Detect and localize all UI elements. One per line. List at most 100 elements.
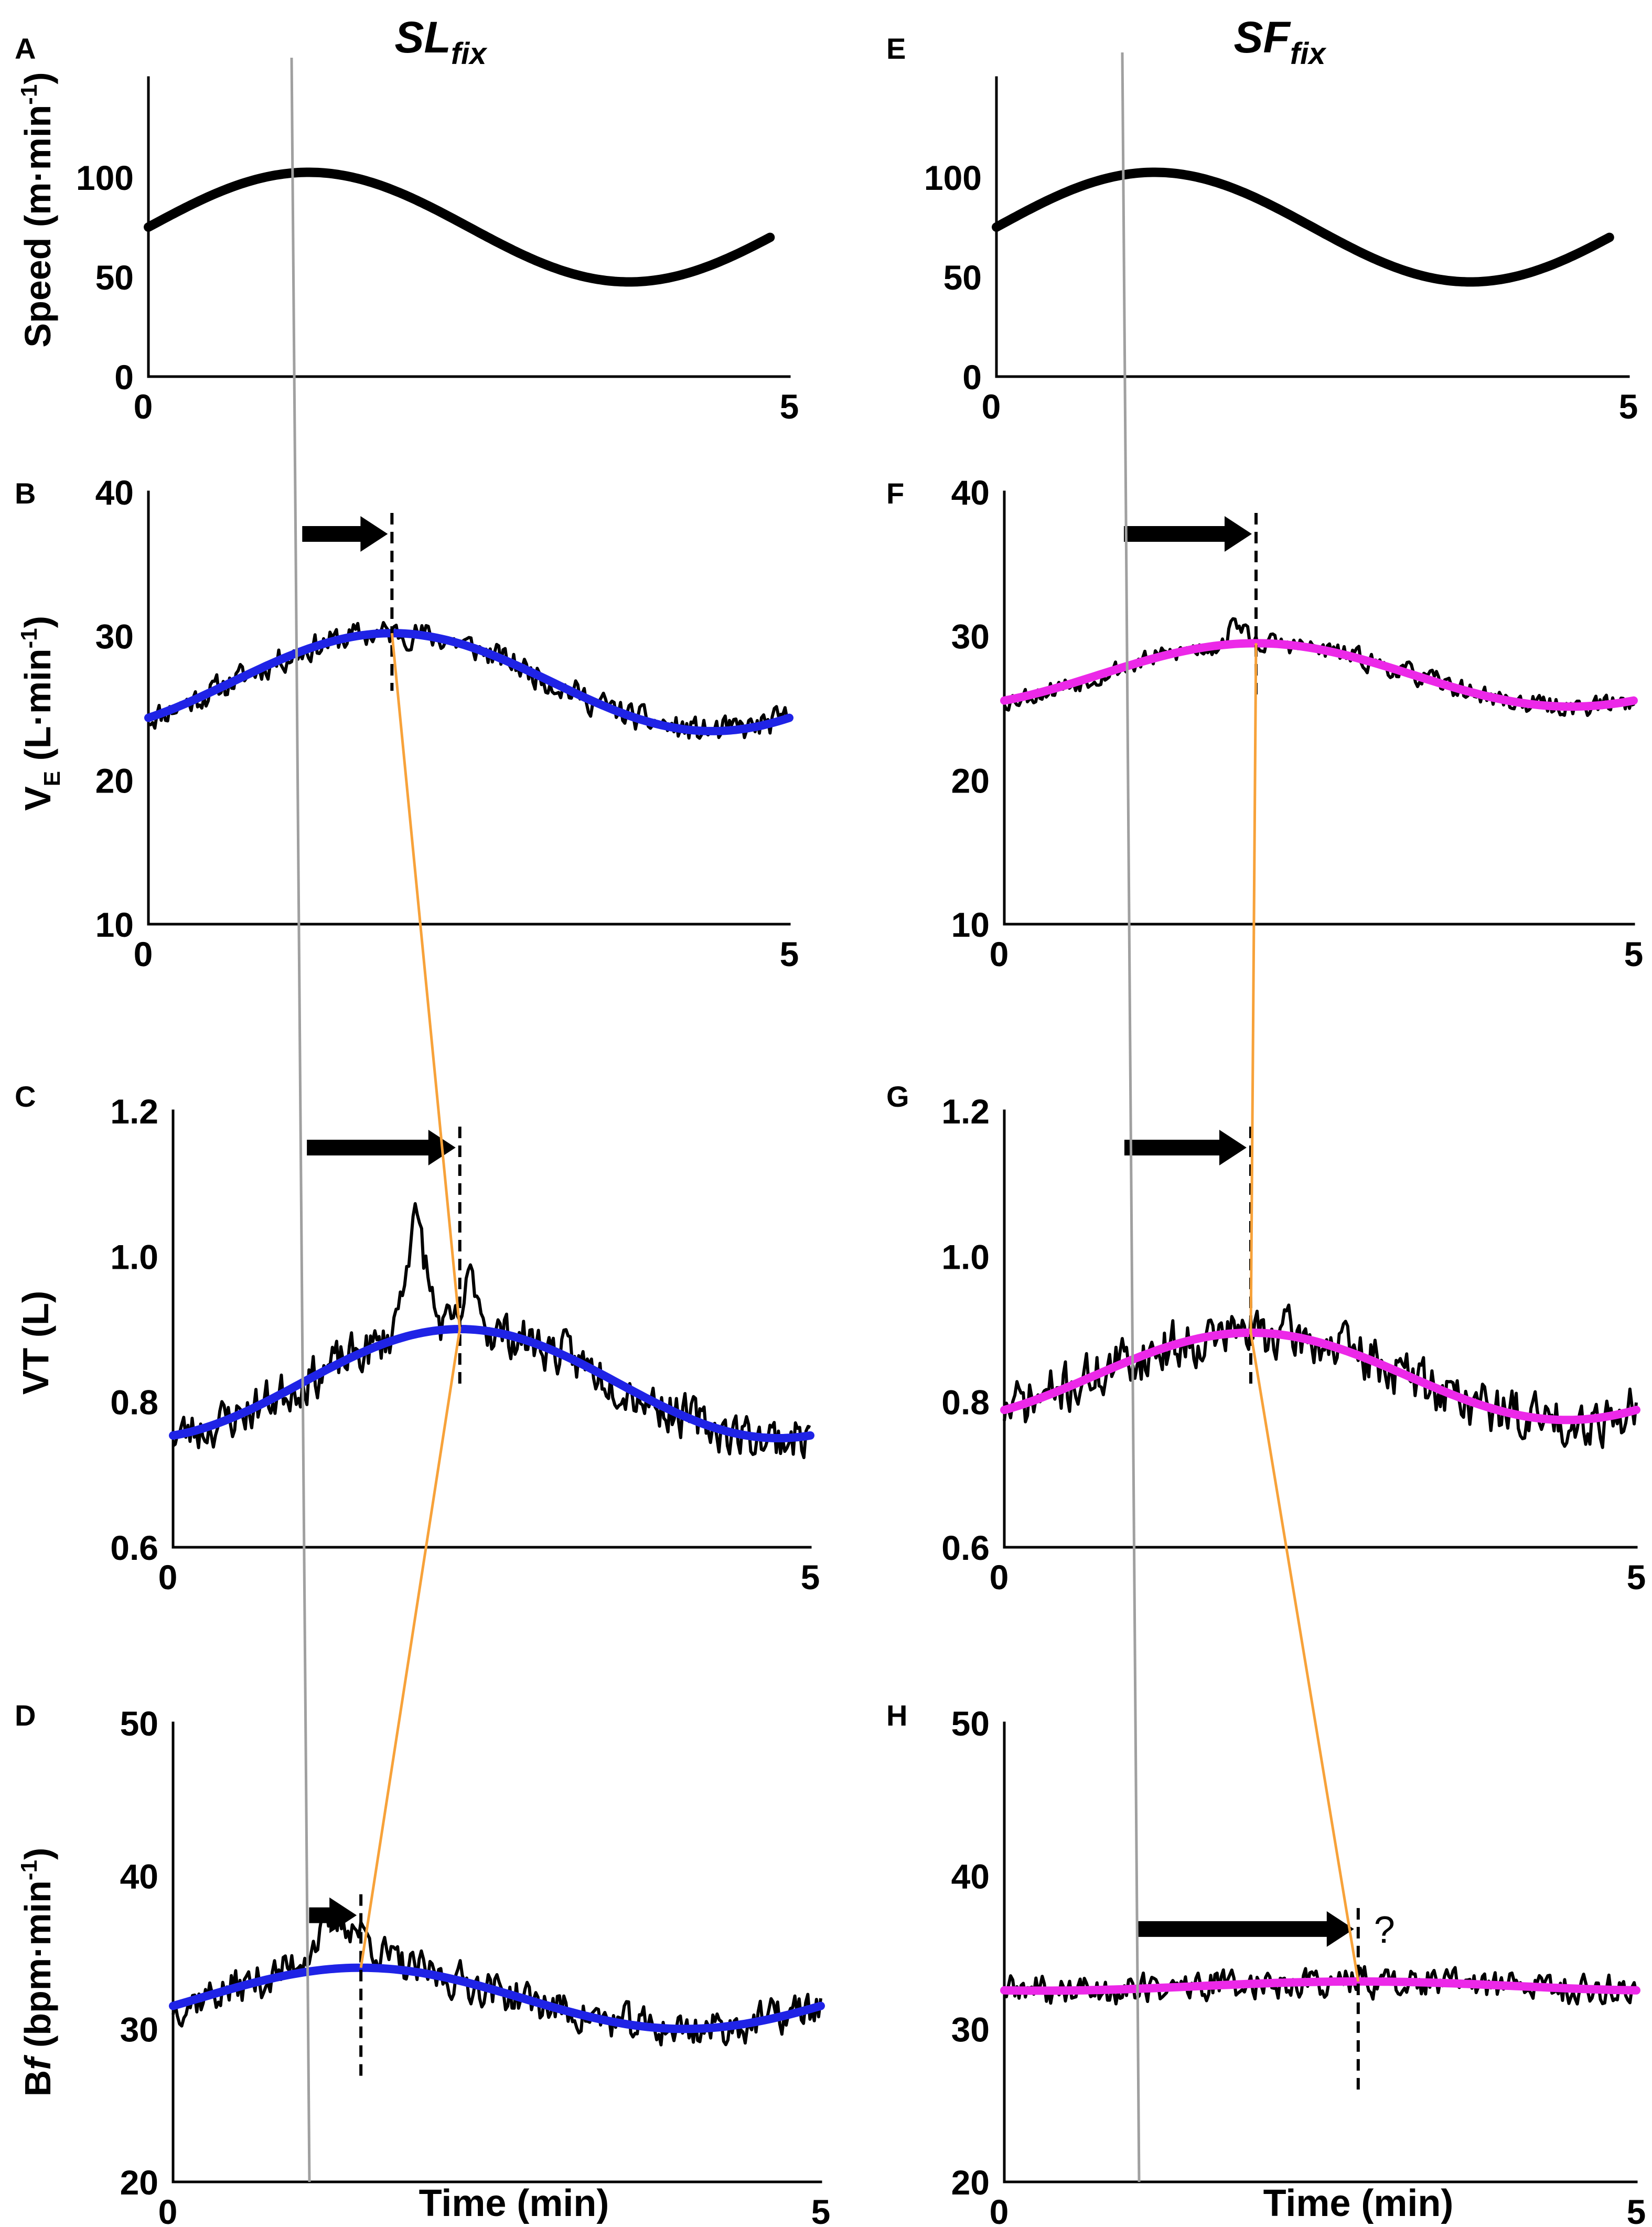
x-tick-label: 0	[990, 2192, 1009, 2227]
lag-arrow-head	[360, 516, 388, 552]
y-label-vt: VT (L)	[15, 1291, 56, 1395]
y-label-speed: Speed (m·min-1)	[16, 72, 58, 347]
panel-b: B 10 20 30 40 0 5	[15, 473, 799, 973]
lag-arrow-head	[329, 1897, 357, 1933]
x-tick-label: 5	[1624, 935, 1644, 973]
x-tick-label: 0	[134, 935, 153, 973]
overlay	[290, 52, 1360, 2182]
y-tick-label: 100	[924, 158, 982, 197]
y-tick-label: 20	[951, 761, 990, 800]
y-tick-label: 0	[962, 358, 982, 397]
panel-h: H 20 30 40 50 0 5?	[886, 1699, 1646, 2227]
y-tick-label: 20	[951, 2163, 990, 2202]
y-tick-label: 30	[951, 617, 990, 656]
y-tick-label: 0.8	[110, 1383, 158, 1422]
fit-curve	[169, 1963, 825, 2033]
y-tick-label: 1.0	[110, 1237, 158, 1276]
panel-letter-c: C	[15, 1080, 36, 1113]
y-tick-label: 20	[120, 2163, 158, 2202]
y-tick-label: 40	[95, 473, 134, 512]
x-label-left: Time (min)	[419, 2182, 609, 2224]
measured-line	[148, 621, 791, 740]
x-tick-label: 5	[1627, 2192, 1646, 2227]
connector-ve-vt-left	[390, 633, 462, 1330]
y-tick-label: 50	[943, 258, 982, 297]
y-tick-label: 1.2	[110, 1092, 158, 1131]
y-tick-label: 30	[951, 2010, 990, 2049]
x-tick-label: 0	[158, 1558, 178, 1597]
x-tick-label: 0	[982, 387, 1001, 426]
y-tick-label: 10	[95, 905, 134, 944]
y-tick-label: 20	[95, 761, 134, 800]
axes	[1003, 490, 1635, 926]
axes	[147, 76, 791, 378]
lag-arrow-head	[1326, 1911, 1354, 1947]
fit-curve	[1000, 1328, 1640, 1425]
axes	[1003, 1721, 1638, 2183]
axes	[1003, 1109, 1638, 1549]
measured-line	[1003, 1303, 1638, 1449]
speed-line	[992, 167, 1614, 287]
y-tick-label: 40	[951, 1857, 990, 1896]
y-tick-label: 0.6	[110, 1528, 158, 1567]
y-tick-label: 50	[95, 258, 134, 297]
x-tick-label: 0	[134, 387, 153, 426]
panel-a: A 0 50 100 0 5	[15, 32, 799, 426]
y-tick-label: 1.2	[941, 1092, 990, 1131]
unknown-lag-mark: ?	[1374, 1909, 1395, 1951]
reference-line-right	[1121, 52, 1141, 2182]
measured-line	[1004, 1965, 1638, 2006]
panel-d: D 20 30 40 50 0 5	[15, 1699, 830, 2227]
y-tick-label: 40	[120, 1857, 158, 1896]
panel-letter-d: D	[15, 1699, 36, 1732]
connector-vt-bf-right	[1249, 1332, 1360, 1982]
panel-letter-b: B	[15, 477, 36, 510]
x-tick-label: 0	[990, 1558, 1009, 1597]
fit-curve	[144, 629, 793, 735]
panel-e: E 0 50 100 0 5	[886, 32, 1638, 426]
x-tick-label: 5	[1619, 387, 1638, 426]
lag-arrow-head	[1225, 516, 1252, 552]
x-label-right: Time (min)	[1263, 2182, 1454, 2224]
y-tick-label: 1.0	[941, 1237, 990, 1276]
y-tick-label: 40	[951, 473, 990, 512]
panel-letter-h: H	[886, 1699, 907, 1732]
fit-curve	[169, 1324, 814, 1443]
x-tick-label: 5	[780, 387, 799, 426]
column-title-sffix: SFfix	[1233, 13, 1327, 71]
panel-letter-e: E	[886, 32, 906, 65]
column-title-slfix: SLfix	[394, 13, 488, 71]
speed-line	[144, 167, 775, 287]
panel-letter-g: G	[886, 1080, 909, 1113]
y-tick-label: 10	[951, 905, 990, 944]
y-tick-label: 0.8	[941, 1383, 990, 1422]
panel-g: G 0.6 0.8 1.0 1.2 0 5	[886, 1080, 1646, 1597]
y-tick-label: 0	[114, 358, 134, 397]
lag-arrow-head	[1219, 1130, 1247, 1165]
y-tick-label: 0.6	[941, 1528, 990, 1567]
y-label-bf: Bf (bpm·min-1)	[16, 1848, 58, 2097]
reference-line-left	[290, 57, 311, 2182]
y-tick-label: 30	[95, 617, 134, 656]
y-tick-label: 30	[120, 2010, 158, 2049]
panel-letter-a: A	[15, 32, 36, 65]
fit-curve	[1000, 1977, 1640, 1995]
panel-letter-f: F	[886, 477, 904, 510]
axes	[147, 490, 791, 926]
fit-curve	[1000, 639, 1638, 711]
y-tick-label: 50	[120, 1704, 158, 1743]
measured-line	[1003, 617, 1635, 717]
axes	[171, 1109, 812, 1549]
connector-vt-bf-left	[359, 1329, 462, 1968]
x-tick-label: 0	[158, 2192, 178, 2227]
x-tick-label: 5	[1627, 1558, 1646, 1597]
x-tick-label: 0	[990, 935, 1009, 973]
x-tick-label: 5	[801, 1558, 820, 1597]
axes	[995, 76, 1630, 378]
y-tick-label: 50	[951, 1704, 990, 1743]
connector-ve-vt-right	[1249, 643, 1258, 1333]
panel-f: F 10 20 30 40 0 5	[886, 473, 1643, 973]
y-tick-label: 100	[76, 158, 134, 197]
